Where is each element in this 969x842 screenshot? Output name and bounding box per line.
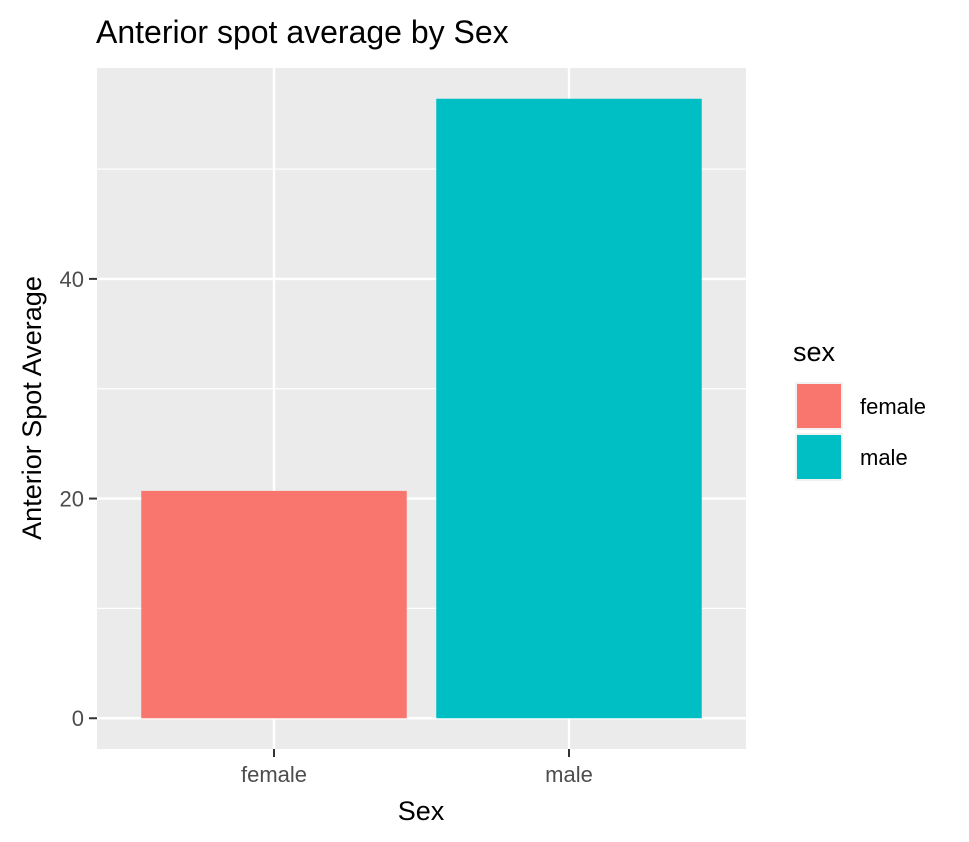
y-tick-label-0: 0 <box>72 706 84 731</box>
legend: sex female male <box>793 337 926 481</box>
x-axis-title: Sex <box>398 796 445 826</box>
legend-swatch-male <box>797 435 841 479</box>
axis-layer: 0 20 40 female male <box>60 267 593 787</box>
legend-label-male: male <box>860 445 908 470</box>
y-tick-label-2: 40 <box>60 267 84 292</box>
bar-female <box>141 490 407 719</box>
legend-title: sex <box>793 337 836 367</box>
legend-label-female: female <box>860 394 926 419</box>
chart-title: Anterior spot average by Sex <box>96 14 509 50</box>
legend-swatch-female <box>797 384 841 428</box>
bar-layer <box>141 98 702 719</box>
bar-male <box>436 98 702 719</box>
legend-items: female male <box>795 382 926 481</box>
x-tick-label-1: male <box>545 762 593 787</box>
y-axis-title: Anterior Spot Average <box>17 276 47 540</box>
x-tick-label-0: female <box>241 762 307 787</box>
y-tick-label-1: 20 <box>60 487 84 512</box>
